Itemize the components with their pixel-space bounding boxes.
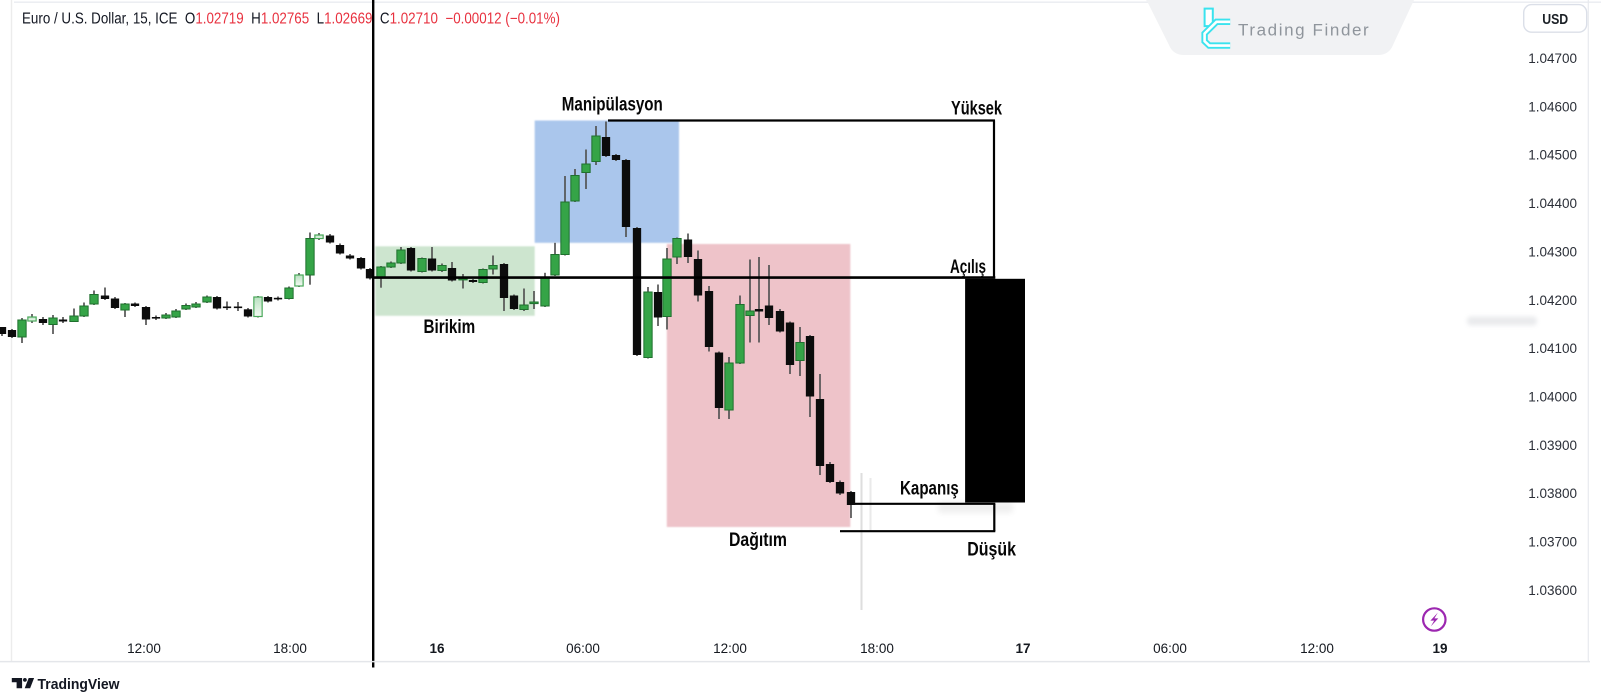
svg-text:1.03900: 1.03900 [1528,438,1577,453]
svg-text:1.04400: 1.04400 [1528,196,1577,211]
svg-text:17: 17 [1015,641,1030,656]
svg-text:16: 16 [429,641,445,656]
svg-text:1.04700: 1.04700 [1528,51,1577,66]
svg-text:Yüksek: Yüksek [951,99,1002,120]
svg-text:06:00: 06:00 [1153,641,1187,656]
svg-text:Düşük: Düşük [967,539,1016,560]
svg-text:1.03700: 1.03700 [1528,535,1577,550]
svg-text:Trading Finder: Trading Finder [1238,21,1370,40]
svg-text:1.03600: 1.03600 [1528,583,1577,598]
svg-text:12:00: 12:00 [713,641,747,656]
svg-text:1.04300: 1.04300 [1528,244,1577,259]
svg-text:Birikim: Birikim [423,317,475,338]
svg-text:Euro / U.S. Dollar, 15, ICE O: Euro / U.S. Dollar, 15, ICE O1.02719 H1.… [22,10,560,27]
svg-text:Manipülasyon: Manipülasyon [562,94,663,115]
svg-text:18:00: 18:00 [860,641,894,656]
svg-text:1.04600: 1.04600 [1528,99,1577,114]
svg-text:1.04100: 1.04100 [1528,341,1577,356]
svg-text:Kapanış: Kapanış [900,479,959,500]
svg-text:1.04200: 1.04200 [1528,293,1577,308]
svg-text:19: 19 [1432,641,1447,656]
svg-text:06:00: 06:00 [566,641,600,656]
svg-text:Dağıtım: Dağıtım [729,530,787,551]
svg-text:1.04500: 1.04500 [1528,148,1577,163]
svg-text:12:00: 12:00 [1300,641,1334,656]
svg-text:USD: USD [1542,11,1568,28]
svg-text:18:00: 18:00 [273,641,307,656]
svg-text:Açılış: Açılış [950,257,986,278]
svg-text:1.04000: 1.04000 [1528,390,1577,405]
svg-text:1.03800: 1.03800 [1528,486,1577,501]
svg-text:TradingView: TradingView [38,676,120,693]
svg-text:12:00: 12:00 [127,641,161,656]
